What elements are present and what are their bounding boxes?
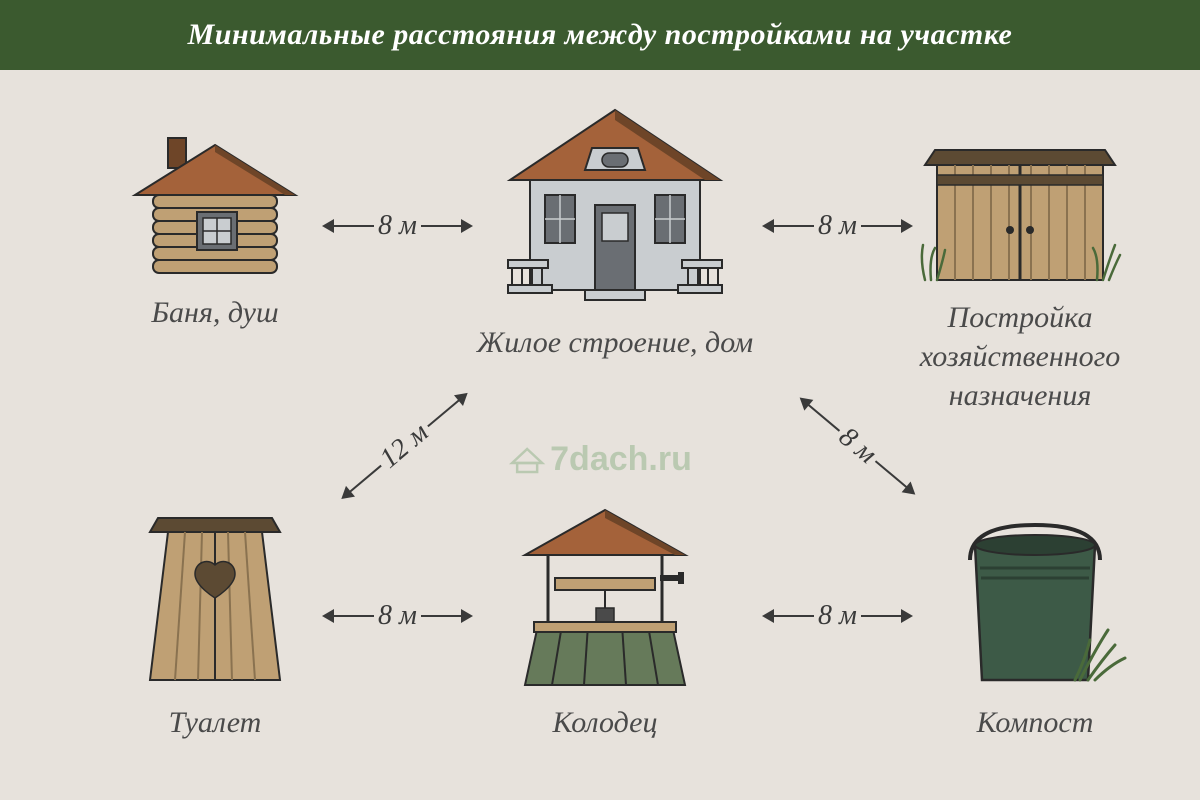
toilet-icon (140, 500, 290, 695)
conn-toilet-house: 12 м (329, 379, 479, 512)
banya-label: Баня, душ (115, 293, 315, 332)
conn-well-compost: 8 м (760, 600, 915, 632)
toilet-label: Туалет (125, 703, 305, 742)
conn-banya-house: 8 м (320, 210, 475, 242)
conn-toilet-well: 8 м (320, 600, 475, 632)
house-label: Жилое строение, дом (475, 323, 755, 362)
shed-label: Постройка хозяйственного назначения (900, 298, 1140, 415)
shed-icon (915, 120, 1125, 290)
node-banya: Баня, душ (115, 130, 315, 332)
well-icon (510, 500, 700, 695)
watermark: 7dach.ru (508, 440, 692, 479)
page-title: Минимальные расстояния между постройками… (0, 0, 1200, 70)
compost-icon (940, 510, 1130, 695)
banya-icon (125, 130, 305, 285)
node-well: Колодец (500, 500, 710, 742)
diagram-canvas: Баня, душ (0, 70, 1200, 790)
node-house: Жилое строение, дом (475, 100, 755, 362)
node-shed: Постройка хозяйственного назначения (900, 120, 1140, 415)
house-icon (490, 100, 740, 315)
conn-house-shed: 8 м (760, 210, 915, 242)
node-compost: Компост (935, 510, 1135, 742)
well-label: Колодец (500, 703, 710, 742)
node-toilet: Туалет (125, 500, 305, 742)
compost-label: Компост (935, 703, 1135, 742)
